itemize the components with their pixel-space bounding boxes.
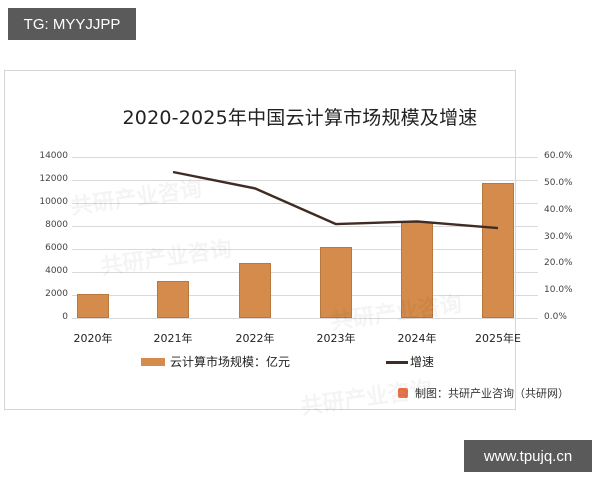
y-left-tick: 8000 (45, 220, 68, 230)
gridline (72, 226, 538, 227)
y-right-tick: 50.0% (544, 177, 573, 188)
gridline (72, 249, 538, 250)
top-left-watermark-tag: TG: MYYJJPP (8, 8, 136, 40)
chart-credit: 制图：共研产业咨询（共研网） (415, 387, 569, 400)
x-tick-label: 2023年 (316, 332, 356, 345)
brand-logo-icon (398, 388, 408, 398)
x-tick-label: 2025年E (475, 332, 521, 345)
bar (77, 293, 109, 318)
gridline (72, 295, 538, 296)
y-left-tick: 12000 (39, 174, 68, 184)
y-right-tick: 20.0% (544, 258, 573, 269)
bar (157, 280, 189, 318)
gridline (72, 272, 538, 273)
legend-bar-label: 云计算市场规模：亿元 (170, 355, 291, 369)
y-left-tick: 0 (62, 312, 68, 322)
legend-line-swatch (386, 361, 408, 364)
bar (482, 183, 514, 318)
bar (320, 247, 352, 318)
y-left-tick: 14000 (39, 151, 68, 161)
y-left-tick: 10000 (39, 197, 68, 207)
x-tick-label: 2022年 (235, 332, 275, 345)
chart-title: 2020-2025年中国云计算市场规模及增速 (122, 107, 478, 129)
x-tick-label: 2021年 (153, 332, 193, 345)
y-right-tick: 0.0% (544, 312, 567, 322)
y-right-tick: 10.0% (544, 285, 573, 296)
y-left-tick: 4000 (45, 266, 68, 276)
gridline (72, 180, 538, 181)
legend-bar-swatch (141, 358, 165, 366)
y-right-tick: 40.0% (544, 204, 573, 215)
bar (239, 262, 271, 318)
gridline (72, 157, 538, 158)
gridline (72, 203, 538, 204)
y-right-tick: 30.0% (544, 231, 573, 242)
legend-line-label: 增速 (410, 355, 435, 369)
y-left-tick: 2000 (45, 289, 68, 299)
x-tick-label: 2024年 (397, 332, 437, 345)
y-left-tick: 6000 (45, 243, 68, 253)
bottom-right-url-tag: www.tpujq.cn (464, 440, 592, 472)
gridline (72, 318, 538, 319)
x-tick-label: 2020年 (73, 332, 113, 345)
y-right-tick: 60.0% (544, 151, 573, 161)
